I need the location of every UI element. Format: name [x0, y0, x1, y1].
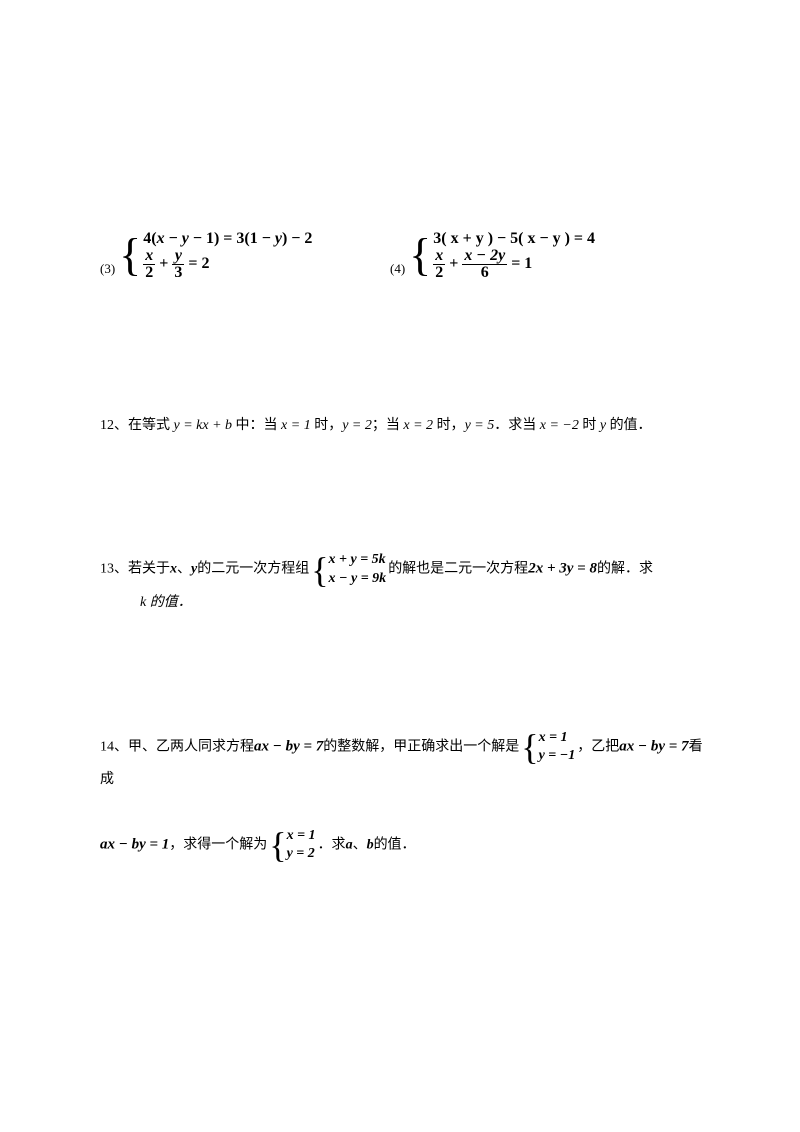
eq3-number: (3)	[100, 261, 115, 281]
eq4-line1: 3( x + y ) − 5( x − y ) = 4	[433, 230, 595, 248]
problem-13: 13、若关于x、y的二元一次方程组{x + y = 5kx − y = 9k的解…	[100, 551, 710, 618]
brace-icon: {	[311, 555, 328, 585]
brace-icon: {	[409, 232, 431, 283]
problem-12: 12、在等式 y = kx + b 中：当 x = 1 时，y = 2；当 x …	[100, 411, 710, 442]
problem-14: 14、甲、乙两人同求方程ax − by = 7的整数解，甲正确求出一个解是{x …	[100, 729, 710, 863]
brace-icon: {	[119, 232, 141, 283]
equation-row: (3) { 4(x − y − 1) = 3(1 − y) − 2 x2 + y…	[100, 230, 710, 281]
eq4-line2: x2 + x − 2y6 = 1	[433, 248, 595, 281]
eq3-line2: x2 + y3 = 2	[143, 248, 312, 281]
q13-system: {x + y = 5kx − y = 9k	[311, 551, 386, 587]
q14-sol1: {x = 1y = −1	[521, 729, 575, 765]
q13-number: 13、	[100, 562, 128, 577]
q14-sol2: {x = 1y = 2	[269, 827, 315, 863]
eq3-line1: 4(x − y − 1) = 3(1 − y) − 2	[143, 230, 312, 248]
page-content: (3) { 4(x − y − 1) = 3(1 − y) − 2 x2 + y…	[0, 0, 800, 863]
q12-number: 12、	[100, 418, 128, 433]
eq4-number: (4)	[390, 261, 405, 281]
q14-number: 14、	[100, 739, 128, 754]
brace-icon: {	[269, 830, 286, 860]
brace-icon: {	[521, 732, 538, 762]
equation-3: (3) { 4(x − y − 1) = 3(1 − y) − 2 x2 + y…	[100, 230, 390, 281]
equation-4: (4) { 3( x + y ) − 5( x − y ) = 4 x2 + x…	[390, 230, 595, 281]
